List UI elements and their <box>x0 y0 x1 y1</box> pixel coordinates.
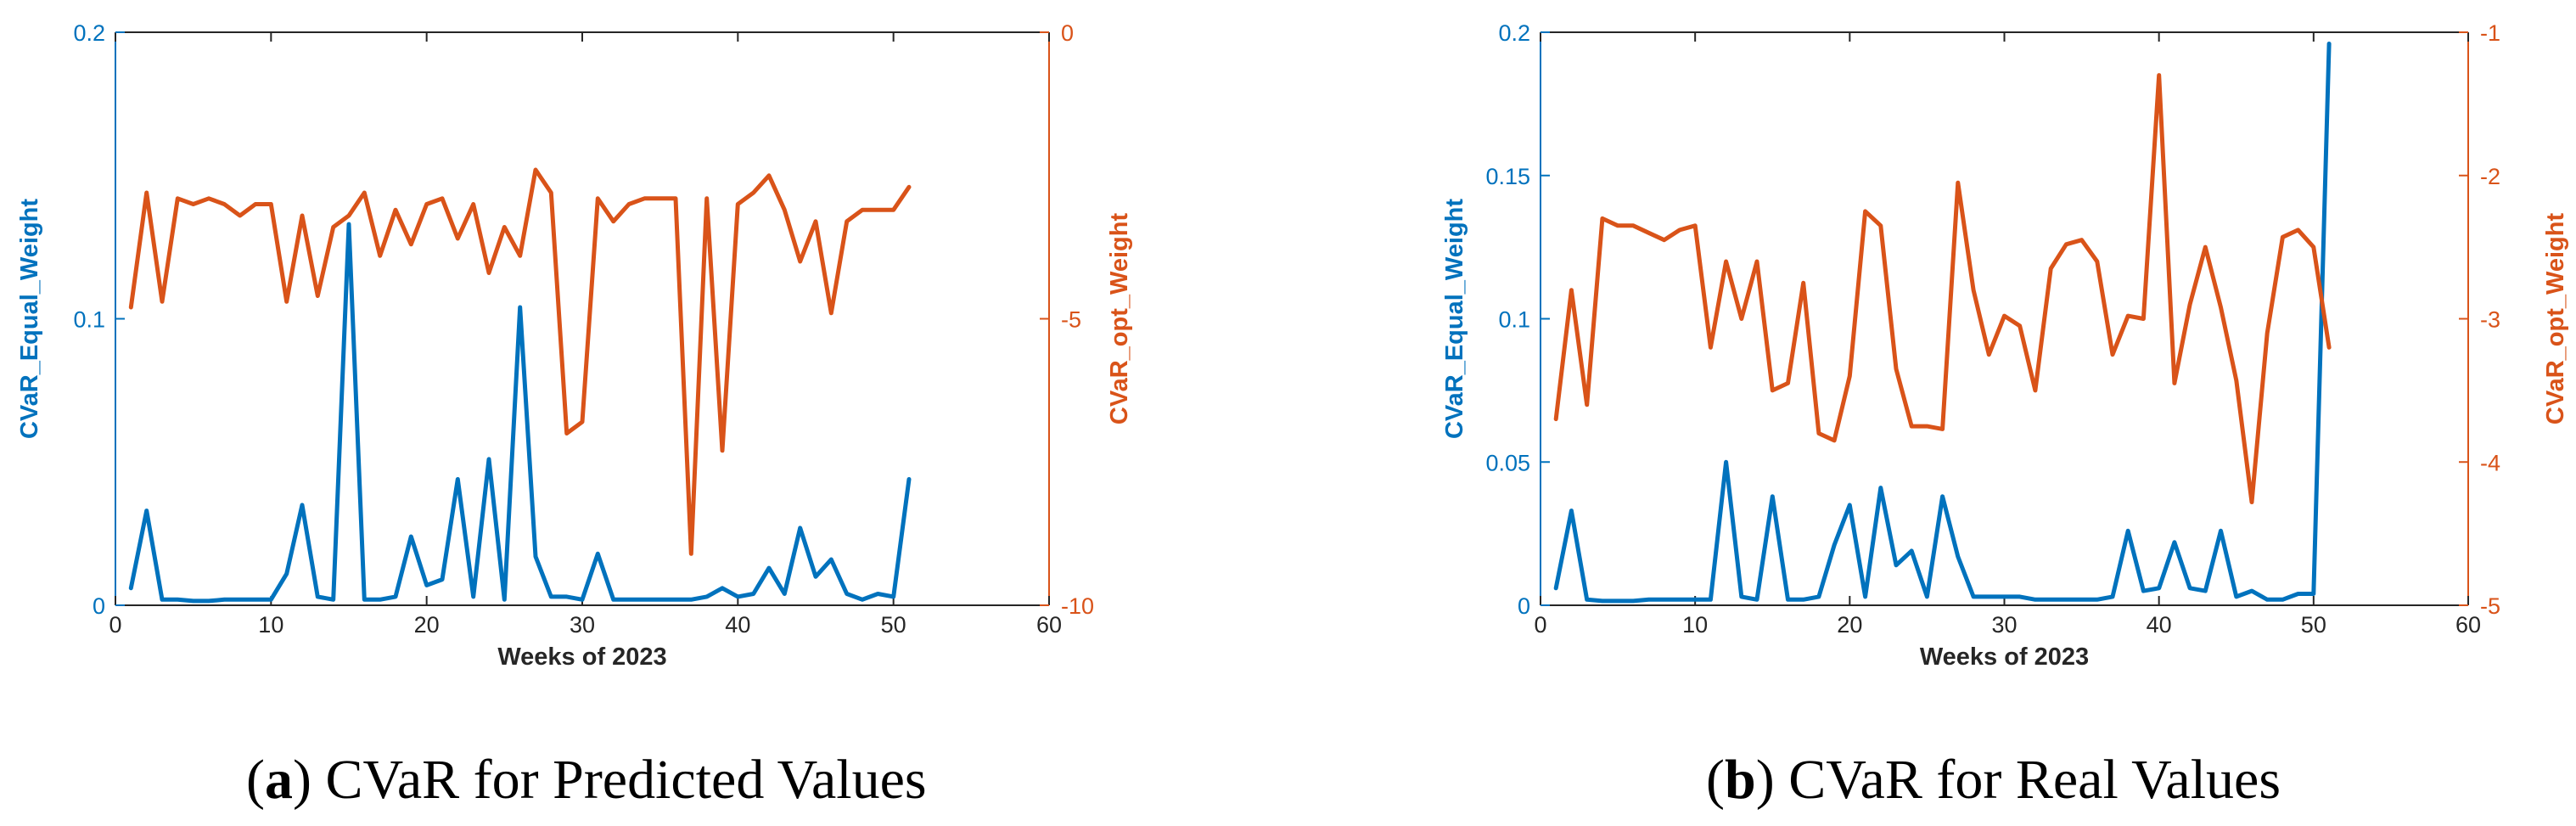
x-tick-label: 20 <box>1837 612 1862 638</box>
x-tick-label: 40 <box>2147 612 2172 638</box>
y-right-tick-label: -2 <box>2480 164 2500 189</box>
y-left-tick-label: 0 <box>1518 593 1530 619</box>
y-right-tick-label: -5 <box>1061 307 1081 333</box>
y-right-axis-label: CVaR_opt_Weight <box>2542 213 2569 425</box>
y-left-tick-label: 0 <box>93 593 105 619</box>
y-left-tick-label: 0.2 <box>1498 20 1530 46</box>
series-line-cvar-equal-weight <box>128 222 912 604</box>
series-line-cvar-opt-weight <box>1553 73 2332 504</box>
y-left-axis-label: CVaR_Equal_Weight <box>16 199 43 439</box>
caption-b-text: CVaR for Real Values <box>1775 749 2281 811</box>
x-axis-label: Weeks of 2023 <box>1920 643 2089 671</box>
x-tick-label: 10 <box>258 612 283 638</box>
y-left-tick-label: 0.1 <box>1498 307 1530 333</box>
x-tick-label: 50 <box>881 612 906 638</box>
y-right-tick-label: -5 <box>2480 593 2500 619</box>
y-right-tick-label: -10 <box>1061 593 1094 619</box>
x-tick-label: 50 <box>2301 612 2326 638</box>
y-left-tick-label: 0.15 <box>1485 164 1530 189</box>
y-right-tick-label: 0 <box>1061 20 1074 46</box>
x-tick-label: 0 <box>109 612 121 638</box>
y-left-axis-label: CVaR_Equal_Weight <box>1441 199 1468 439</box>
x-tick-label: 30 <box>1991 612 2017 638</box>
x-tick-label: 0 <box>1534 612 1546 638</box>
chart-real-values: 0 10 20 30 40 50 60 0 0.05 0.1 0.15 0.2 -5 -4 -3 -2 -1 We… <box>1441 20 2569 671</box>
x-tick-label: 60 <box>2455 612 2481 638</box>
caption-a-label: a <box>265 749 293 811</box>
x-tick-label: 30 <box>570 612 595 638</box>
x-tick-label: 10 <box>1682 612 1708 638</box>
y-right-tick-label: -3 <box>2480 307 2500 333</box>
y-left-tick-label: 0.2 <box>73 20 105 46</box>
y-left-tick-label: 0.1 <box>73 307 105 333</box>
caption-b: (b) CVaR for Real Values <box>1706 749 2281 811</box>
series-line-cvar-equal-weight <box>1553 42 2332 604</box>
y-right-axis-label: CVaR_opt_Weight <box>1106 213 1133 425</box>
y-right-tick-label: -4 <box>2480 450 2500 475</box>
series-line-cvar-opt-weight <box>128 167 912 556</box>
x-tick-label: 60 <box>1036 612 1062 638</box>
x-tick-label: 20 <box>414 612 440 638</box>
x-tick-label: 40 <box>725 612 750 638</box>
y-right-tick-label: -1 <box>2480 20 2500 46</box>
y-left-tick-label: 0.05 <box>1485 450 1530 475</box>
x-axis-label: Weeks of 2023 <box>497 643 666 671</box>
chart-predicted-values: 0 10 20 30 40 50 60 0 0.1 0.2 -10 -5 0 Weeks of 2023 C… <box>16 20 1133 671</box>
caption-b-label: b <box>1725 749 1756 811</box>
caption-a-text: CVaR for Predicted Values <box>311 749 927 811</box>
caption-a: (a) CVaR for Predicted Values <box>246 749 927 811</box>
